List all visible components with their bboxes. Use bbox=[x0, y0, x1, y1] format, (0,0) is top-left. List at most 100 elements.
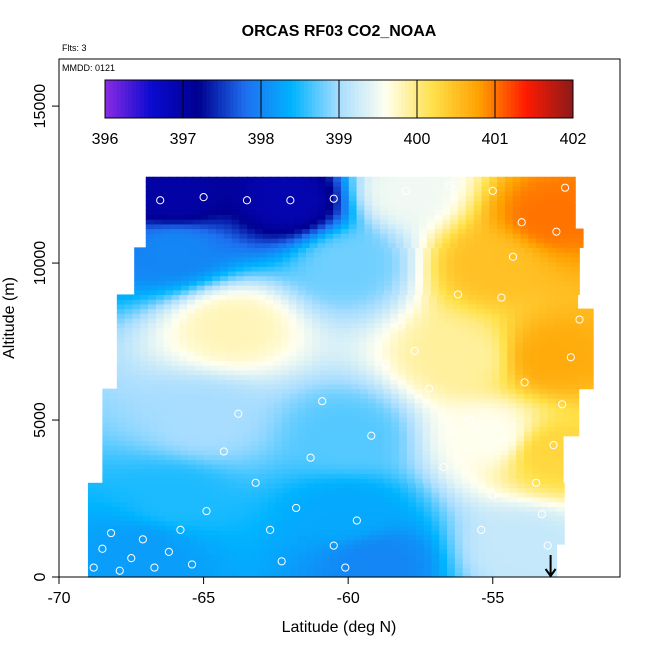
heatmap-cell bbox=[223, 204, 233, 211]
heatmap-cell bbox=[289, 440, 299, 446]
heatmap-cell bbox=[274, 459, 283, 465]
heatmap-cell bbox=[288, 346, 298, 352]
heatmap-cell bbox=[132, 379, 141, 385]
heatmap-cell bbox=[337, 567, 347, 573]
heatmap-cell bbox=[351, 374, 360, 380]
heatmap-cell bbox=[343, 322, 352, 329]
heatmap-cell bbox=[540, 553, 550, 559]
heatmap-cell bbox=[194, 332, 204, 338]
heatmap-cell bbox=[408, 506, 417, 512]
heatmap-cell bbox=[532, 562, 542, 569]
heatmap-cell bbox=[484, 407, 494, 413]
heatmap-cell bbox=[532, 511, 542, 517]
heatmap-cell bbox=[399, 407, 408, 413]
heatmap-cell bbox=[489, 190, 498, 197]
heatmap-cell bbox=[504, 228, 514, 234]
heatmap-cell bbox=[348, 190, 358, 197]
heatmap-cell bbox=[475, 318, 485, 324]
heatmap-cell bbox=[226, 336, 235, 343]
heatmap-cell bbox=[532, 548, 542, 555]
heatmap-cell bbox=[395, 242, 405, 248]
heatmap-cell bbox=[157, 285, 167, 291]
heatmap-cell bbox=[259, 534, 269, 540]
heatmap-cell bbox=[364, 228, 373, 234]
heatmap-cell bbox=[205, 515, 214, 522]
heatmap-cell bbox=[259, 270, 268, 277]
heatmap-cell bbox=[280, 341, 290, 347]
heatmap-cell bbox=[438, 478, 447, 484]
heatmap-cell bbox=[239, 181, 248, 187]
heatmap-cell bbox=[148, 341, 157, 347]
heatmap-cell bbox=[304, 327, 313, 333]
heatmap-cell bbox=[403, 233, 412, 239]
heatmap-cell bbox=[233, 318, 243, 324]
heatmap-cell bbox=[223, 176, 233, 183]
heatmap-cell bbox=[125, 388, 135, 394]
heatmap-cell bbox=[577, 308, 586, 314]
heatmap-cell bbox=[515, 374, 524, 380]
heatmap-cell bbox=[429, 294, 438, 300]
heatmap-cell bbox=[283, 511, 292, 517]
heatmap-cell bbox=[216, 190, 225, 197]
heatmap-cell bbox=[387, 223, 397, 230]
heatmap-cell bbox=[395, 186, 405, 192]
heatmap-cell bbox=[379, 242, 389, 248]
heatmap-cell bbox=[540, 270, 549, 277]
heatmap-cell bbox=[283, 567, 292, 573]
heatmap-cell bbox=[102, 463, 111, 470]
heatmap-cell bbox=[489, 204, 498, 211]
heatmap-cell bbox=[165, 501, 175, 507]
heatmap-cell bbox=[423, 553, 433, 559]
heatmap-cell bbox=[227, 454, 236, 460]
heatmap-cell bbox=[501, 247, 510, 253]
heatmap-cell bbox=[360, 416, 369, 423]
heatmap-cell bbox=[491, 332, 501, 338]
heatmap-cell bbox=[569, 365, 579, 371]
heatmap-cell bbox=[343, 379, 352, 385]
heatmap-cell bbox=[561, 374, 571, 380]
heatmap-cell bbox=[204, 261, 213, 267]
heatmap-cell bbox=[333, 209, 342, 215]
heatmap-cell bbox=[266, 459, 275, 465]
heatmap-cell bbox=[422, 416, 431, 423]
heatmap-cell bbox=[340, 209, 350, 215]
heatmap-cell bbox=[501, 525, 511, 531]
heatmap-cell bbox=[327, 318, 337, 324]
heatmap-cell bbox=[110, 426, 119, 432]
heatmap-cell bbox=[233, 374, 243, 380]
heatmap-cell bbox=[504, 214, 514, 220]
heatmap-cell bbox=[352, 256, 362, 263]
heatmap-cell bbox=[258, 398, 267, 404]
heatmap-cell bbox=[223, 242, 233, 248]
heatmap-cell bbox=[426, 219, 436, 225]
heatmap-cell bbox=[376, 275, 385, 281]
heatmap-cell bbox=[397, 332, 407, 338]
heatmap-cell bbox=[414, 407, 424, 413]
heatmap-cell bbox=[125, 473, 135, 479]
heatmap-cell bbox=[320, 412, 330, 418]
heatmap-cell bbox=[233, 360, 243, 366]
heatmap-cell bbox=[468, 308, 477, 314]
heatmap-cell bbox=[548, 558, 557, 564]
heatmap-cell bbox=[280, 308, 290, 314]
heatmap-cell bbox=[348, 233, 358, 239]
heatmap-cell bbox=[265, 365, 274, 371]
heatmap-cell bbox=[570, 407, 580, 413]
heatmap-cell bbox=[197, 534, 206, 540]
heatmap-cell bbox=[296, 318, 305, 324]
heatmap-cell bbox=[176, 195, 186, 201]
heatmap-cell bbox=[274, 266, 284, 272]
heatmap-cell bbox=[461, 398, 470, 404]
heatmap-cell bbox=[142, 506, 151, 512]
heatmap-cell bbox=[223, 186, 233, 192]
heatmap-cell bbox=[368, 252, 377, 258]
heatmap-cell bbox=[197, 482, 206, 489]
heatmap-cell bbox=[548, 496, 557, 503]
heatmap-cell bbox=[516, 270, 526, 277]
heatmap-cell bbox=[325, 219, 334, 225]
heatmap-cell bbox=[157, 256, 167, 263]
heatmap-cell bbox=[226, 350, 235, 357]
heatmap-cell bbox=[462, 506, 472, 512]
heatmap-cell bbox=[312, 294, 321, 300]
heatmap-cell bbox=[220, 501, 230, 507]
